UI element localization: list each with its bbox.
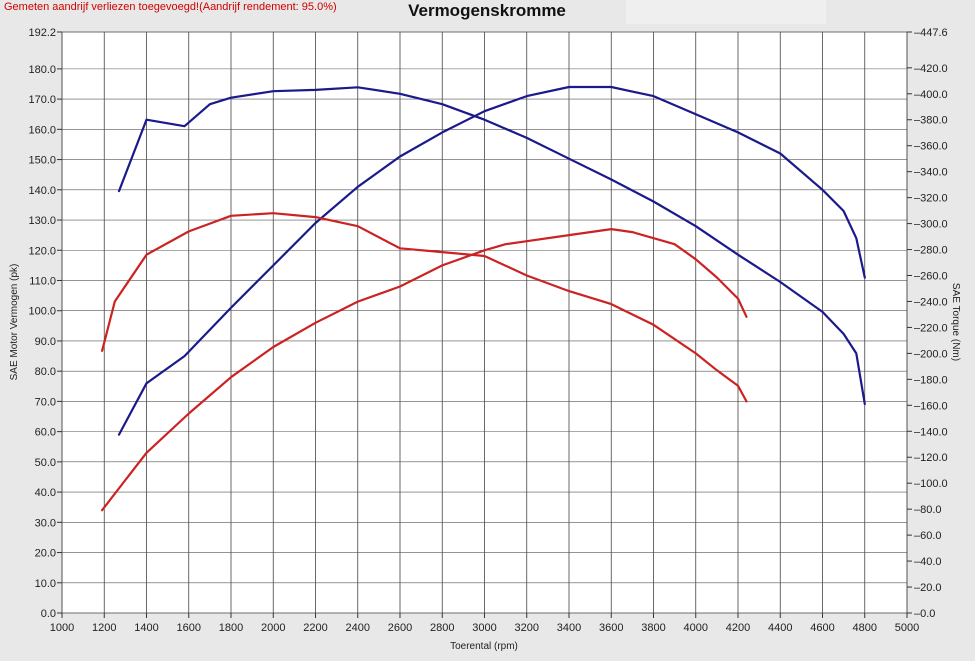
y-left-tick-label: 80.0 — [35, 366, 56, 378]
y-left-tick-label: 70.0 — [35, 396, 56, 408]
y-right-tick-label: –380.0 — [914, 115, 948, 127]
y-right-tick-label: –180.0 — [914, 374, 948, 386]
y-right-tick-label: –140.0 — [914, 426, 948, 438]
x-tick-label: 4200 — [726, 622, 750, 634]
x-tick-label: 4400 — [768, 622, 792, 634]
y-right-tick-label: –260.0 — [914, 271, 948, 283]
y-left-tick-label: 110.0 — [29, 275, 56, 287]
y-right-tick-label: –0.0 — [914, 608, 935, 620]
y-left-tick-label: 170.0 — [28, 94, 56, 106]
y-axis-right-title: SAE Torque (Nm) — [950, 283, 961, 361]
y-left-tick-label: 160.0 — [28, 124, 56, 136]
chart-title: Vermogenskromme — [408, 1, 566, 20]
series — [100, 85, 866, 512]
y-right-tick-label: –40.0 — [914, 556, 942, 568]
y-right-tick-label: –20.0 — [914, 582, 942, 594]
y-right-tick-label: –100.0 — [914, 478, 948, 490]
y-right-tick-label: –160.0 — [914, 400, 948, 412]
y-left-tick-label: 140.0 — [28, 185, 56, 197]
y-left-tick-label: 0.0 — [41, 608, 56, 620]
x-tick-label: 3400 — [557, 622, 581, 634]
x-axis-title: Toerental (rpm) — [450, 641, 518, 652]
x-tick-label: 1400 — [134, 622, 158, 634]
x-tick-label: 2000 — [261, 622, 285, 634]
series-line-4 — [100, 212, 748, 403]
y-left-tick-label: 40.0 — [35, 487, 56, 499]
y-left-tick-label: 30.0 — [35, 517, 56, 529]
series-line-2 — [117, 86, 866, 406]
y-right-tick-label: –360.0 — [914, 141, 948, 153]
y-right-tick-label: –447.6 — [914, 27, 948, 39]
y-left-tick-label: 10.0 — [35, 578, 56, 590]
header-panel — [626, 0, 826, 24]
x-tick-label: 4000 — [684, 622, 708, 634]
y-right-tick-label: –300.0 — [914, 219, 948, 231]
y-left-tick-label: 20.0 — [35, 548, 56, 560]
y-right-tick-label: –280.0 — [914, 245, 948, 257]
x-tick-label: 2800 — [430, 622, 454, 634]
y-left-tick-label: 90.0 — [35, 336, 56, 348]
series-line-1 — [117, 85, 866, 436]
x-tick-label: 2400 — [346, 622, 370, 634]
y-left-tick-label: 130.0 — [28, 215, 56, 227]
y-left-tick-label: 192.2 — [28, 27, 56, 39]
y-left-tick-label: 150.0 — [28, 155, 56, 167]
x-tick-label: 4800 — [853, 622, 877, 634]
x-tick-label: 3200 — [515, 622, 539, 634]
x-tick-label: 5000 — [895, 622, 919, 634]
chart-note: Gemeten aandrijf verliezen toegevoegd!(A… — [4, 1, 337, 13]
y-right-tick-label: –220.0 — [914, 322, 948, 334]
x-tick-label: 3000 — [472, 622, 496, 634]
x-tick-label: 1800 — [219, 622, 243, 634]
y-left-tick-label: 50.0 — [35, 457, 56, 469]
y-right-tick-label: –340.0 — [914, 167, 948, 179]
y-right-tick-label: –320.0 — [914, 193, 948, 205]
y-right-tick-label: –400.0 — [914, 89, 948, 101]
y-left-tick-label: 120.0 — [28, 245, 56, 257]
y-right-tick-label: –60.0 — [914, 530, 942, 542]
x-tick-label: 2200 — [303, 622, 327, 634]
y-left-tick-label: 60.0 — [35, 427, 56, 439]
y-right-tick-label: –80.0 — [914, 504, 942, 516]
x-tick-label: 1200 — [92, 622, 116, 634]
y-right-tick-label: –200.0 — [914, 348, 948, 360]
x-tick-label: 1600 — [177, 622, 201, 634]
y-right-tick-label: –420.0 — [914, 63, 948, 75]
x-tick-label: 3600 — [599, 622, 623, 634]
x-tick-label: 3800 — [641, 622, 665, 634]
x-tick-label: 2600 — [388, 622, 412, 634]
axes: 1000 1200 1400 1600 1800 2000 2200 2400 2600 2800… — [28, 27, 947, 634]
x-tick-label: 4600 — [810, 622, 834, 634]
y-axis-left-title: SAE Motor Vermogen (pk) — [9, 264, 20, 381]
x-tick-label: 1000 — [50, 622, 74, 634]
y-right-tick-label: –240.0 — [914, 296, 948, 308]
y-right-tick-label: –120.0 — [914, 452, 948, 464]
y-left-tick-label: 180.0 — [28, 64, 56, 76]
series-line-3 — [100, 228, 748, 512]
y-left-tick-label: 100.0 — [28, 306, 56, 318]
grid — [61, 31, 908, 614]
